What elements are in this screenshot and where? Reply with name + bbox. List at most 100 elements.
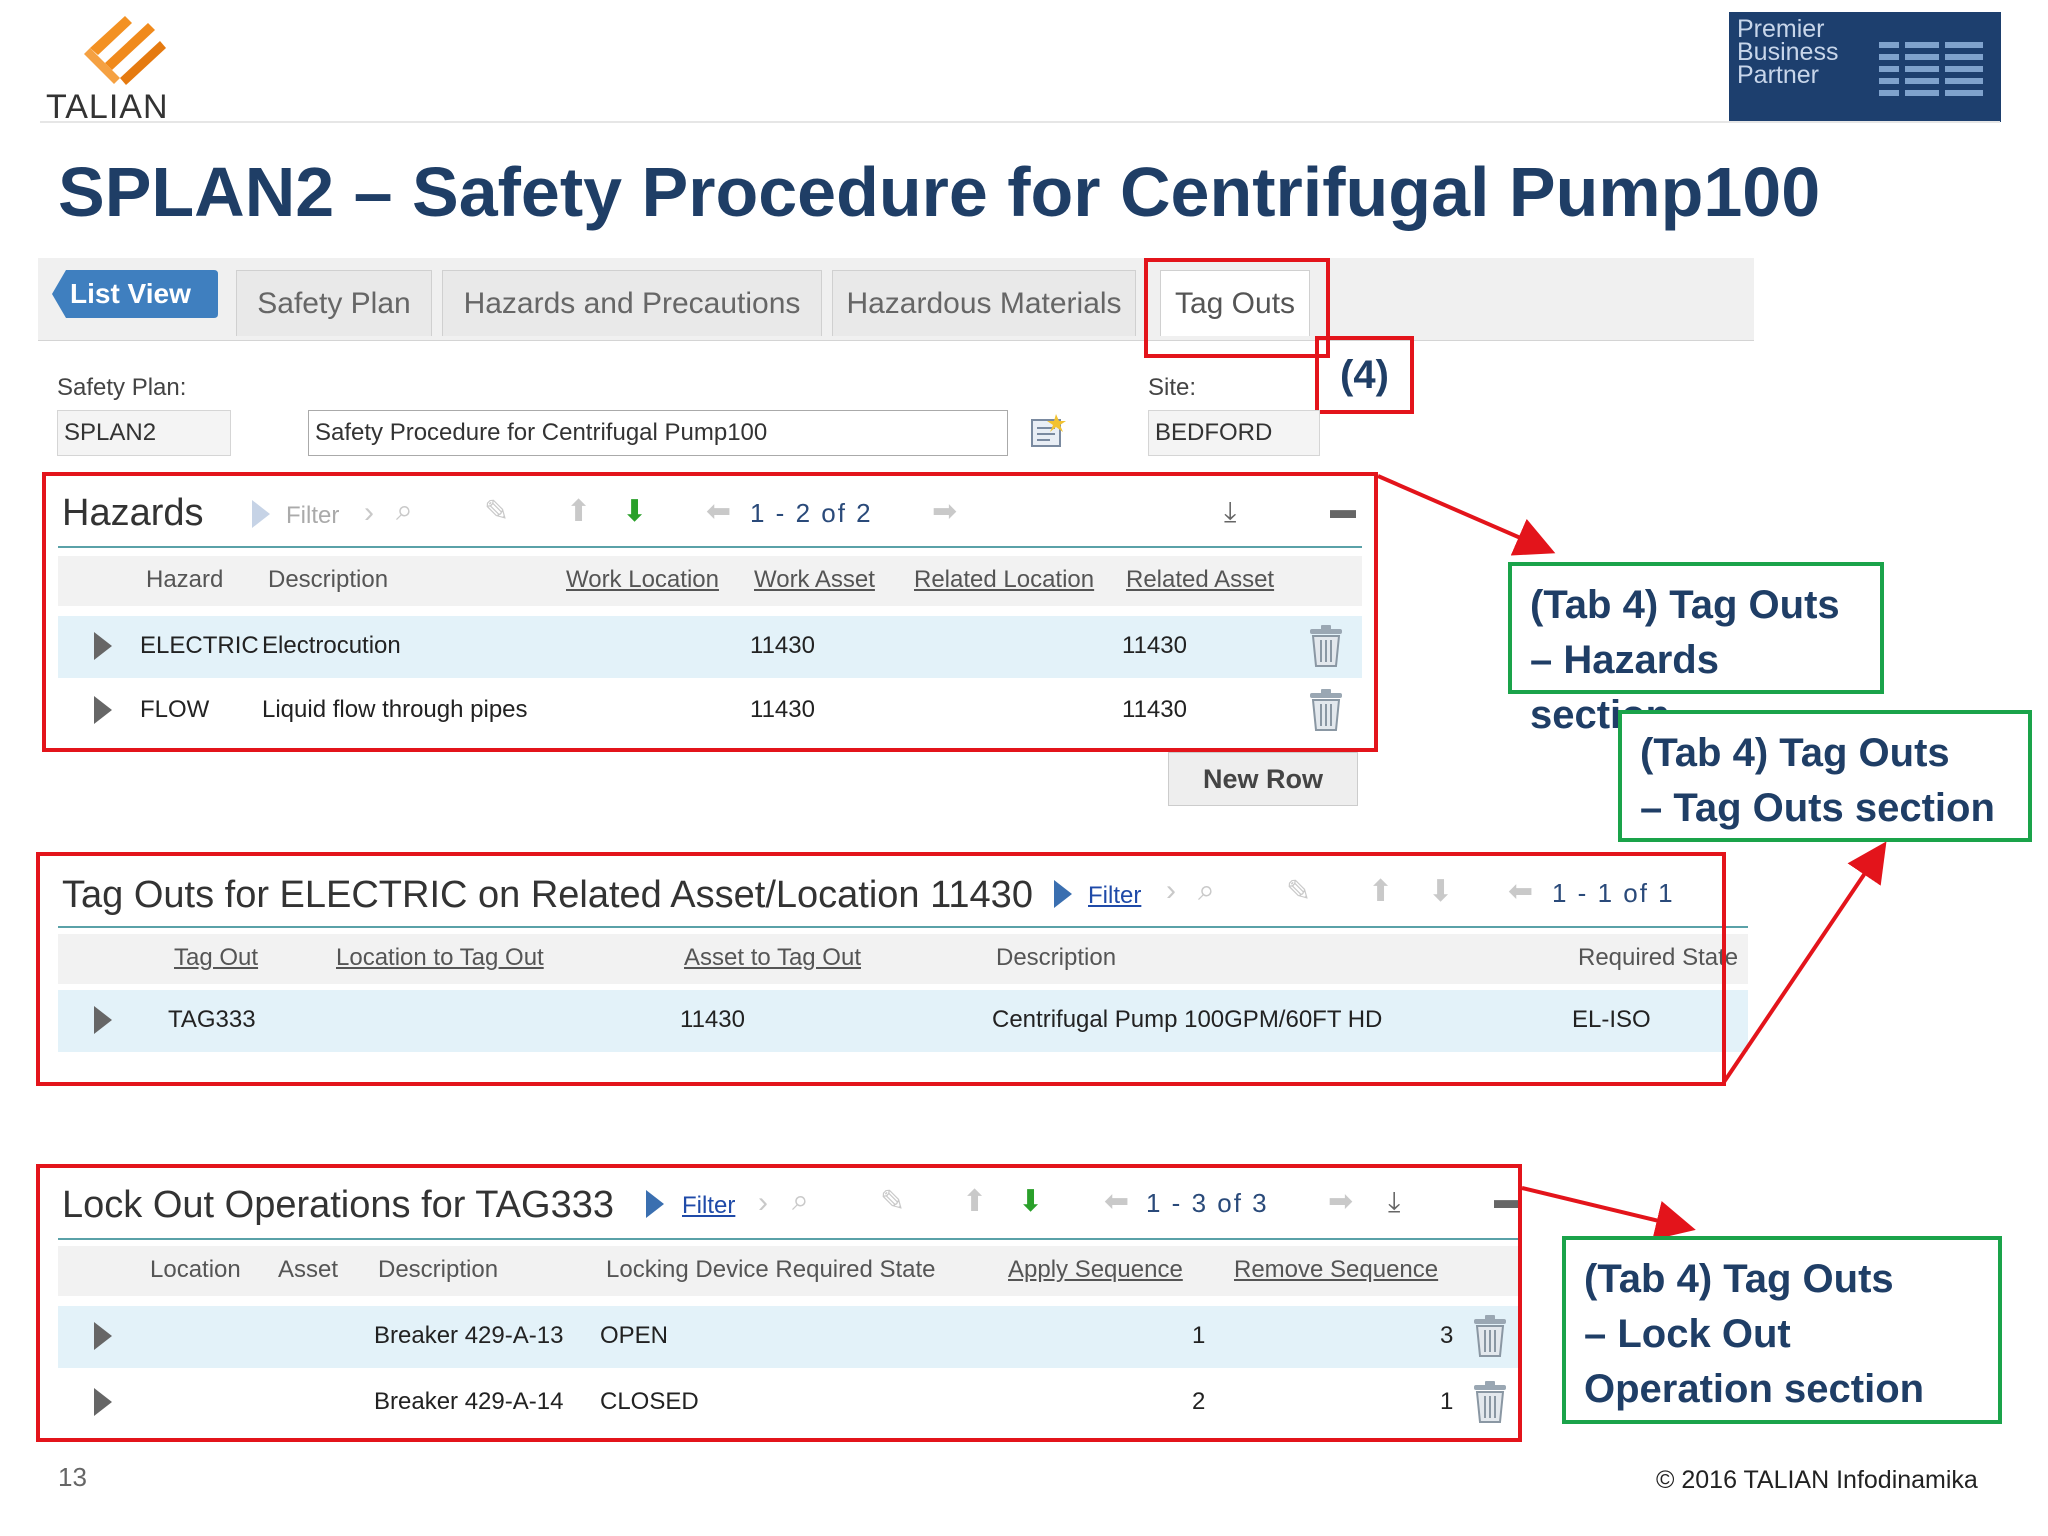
arrow-up-icon[interactable]: ⬆	[1368, 875, 1394, 908]
list-view-label: List View	[70, 278, 191, 309]
cell-description: Liquid flow through pipes	[262, 696, 528, 723]
delete-row-icon[interactable]	[1308, 624, 1344, 668]
safety-plan-description-field[interactable]: Safety Procedure for Centrifugal Pump100	[308, 410, 1008, 456]
filter-toggle-icon[interactable]	[1054, 880, 1072, 908]
hazards-header-row	[58, 556, 1362, 606]
col-location: Location	[150, 1256, 241, 1283]
tab-safety-plan[interactable]: Safety Plan	[236, 270, 432, 336]
filter-toggle-icon[interactable]	[252, 500, 270, 528]
hazards-filter[interactable]: Filter	[286, 502, 340, 529]
tab-hazards-and-precautions[interactable]: Hazards and Precautions	[442, 270, 822, 336]
clear-filter-icon[interactable]: ✎	[484, 495, 510, 528]
safety-plan-label: Safety Plan:	[57, 374, 187, 401]
arrow-up-icon[interactable]: ⬆	[566, 495, 592, 528]
cell-remove-sequence: 1	[1440, 1388, 1454, 1415]
cell-state: CLOSED	[600, 1388, 699, 1415]
cell-tag-out: TAG333	[168, 1006, 256, 1033]
list-view-button[interactable]	[52, 270, 218, 318]
site-label: Site:	[1148, 374, 1197, 401]
cell-asset: 11430	[680, 1006, 745, 1033]
long-description-icon[interactable]	[1028, 412, 1068, 452]
previous-page-icon[interactable]: ⬅	[1104, 1185, 1130, 1218]
delete-row-icon[interactable]	[1472, 1314, 1508, 1358]
col-asset-to-tag-out[interactable]: Asset to Tag Out	[684, 944, 861, 971]
chevron-right-icon[interactable]: ›	[364, 496, 374, 529]
chevron-right-icon[interactable]: ›	[758, 1186, 768, 1219]
ibm-logo-icon	[1879, 34, 1983, 108]
next-page-icon[interactable]: ➡	[932, 495, 958, 528]
col-tag-out[interactable]: Tag Out	[174, 944, 259, 971]
expand-row-icon[interactable]	[94, 632, 112, 660]
download-icon[interactable]: ⤓	[1224, 496, 1237, 527]
next-page-icon[interactable]: ➡	[1328, 1185, 1354, 1218]
tab-hazardous-materials[interactable]: Hazardous Materials	[832, 270, 1136, 336]
table-row[interactable]: Breaker 429-A-14 CLOSED 2 1	[58, 1372, 1518, 1434]
lockout-title: Lock Out Operations for TAG333	[62, 1184, 614, 1226]
arrow-up-icon[interactable]: ⬆	[962, 1185, 988, 1218]
tab-number-callout: (4)	[1315, 336, 1414, 414]
site-field[interactable]: BEDFORD	[1148, 410, 1320, 456]
table-row[interactable]: Breaker 429-A-13 OPEN 1 3	[58, 1306, 1518, 1368]
table-row[interactable]: TAG333 11430 Centrifugal Pump 100GPM/60F…	[58, 990, 1748, 1052]
previous-page-icon[interactable]: ⬅	[1508, 875, 1534, 908]
tagouts-title: Tag Outs for ELECTRIC on Related Asset/L…	[62, 874, 1033, 916]
col-description: Description	[996, 944, 1117, 971]
col-apply-sequence[interactable]: Apply Sequence	[1008, 1256, 1183, 1283]
delete-row-icon[interactable]	[1472, 1380, 1508, 1424]
col-work-location[interactable]: Work Location	[566, 566, 719, 593]
callout-lockout-section: (Tab 4) Tag Outs – Lock Out Operation se…	[1562, 1236, 2002, 1424]
hazards-divider	[58, 546, 1362, 548]
cell-hazard: ELECTRIC	[140, 632, 259, 659]
col-location-to-tag-out[interactable]: Location to Tag Out	[336, 944, 544, 971]
table-row[interactable]: ELECTRIC Electrocution 11430 11430	[58, 616, 1362, 678]
talian-logo-icon	[84, 16, 166, 85]
col-remove-sequence[interactable]: Remove Sequence	[1234, 1256, 1439, 1283]
lockout-filter[interactable]: Filter	[682, 1192, 736, 1219]
delete-row-icon[interactable]	[1308, 688, 1344, 732]
search-icon[interactable]: ⌕	[396, 494, 413, 527]
arrow-down-icon[interactable]: ⬇	[1428, 875, 1454, 908]
cell-hazard: FLOW	[140, 696, 210, 723]
col-related-asset[interactable]: Related Asset	[1126, 566, 1275, 593]
tagouts-section-highlight	[36, 852, 1726, 1086]
talian-logo: TALIAN	[40, 8, 190, 126]
clear-filter-icon[interactable]: ✎	[880, 1185, 906, 1218]
tagouts-filter[interactable]: Filter	[1088, 882, 1142, 909]
col-work-asset[interactable]: Work Asset	[754, 566, 875, 593]
expand-row-icon[interactable]	[94, 1388, 112, 1416]
arrow-down-icon[interactable]: ⬇	[622, 495, 648, 528]
filter-toggle-icon[interactable]	[646, 1190, 664, 1218]
col-description: Description	[378, 1256, 499, 1283]
table-row[interactable]: FLOW Liquid flow through pipes 11430 114…	[58, 680, 1362, 742]
header-divider	[40, 121, 2000, 123]
cell-apply-sequence: 1	[1192, 1322, 1206, 1349]
cell-state: OPEN	[600, 1322, 669, 1349]
expand-row-icon[interactable]	[94, 1006, 112, 1034]
expand-row-icon[interactable]	[94, 1322, 112, 1350]
col-related-location[interactable]: Related Location	[914, 566, 1095, 593]
chevron-right-icon[interactable]: ›	[1166, 874, 1176, 907]
collapse-icon[interactable]: ▬	[1330, 494, 1356, 524]
cell-description: Breaker 429-A-14	[374, 1388, 564, 1415]
hazards-pager: 1 - 2 of 2	[750, 498, 873, 528]
clear-filter-icon[interactable]: ✎	[1286, 875, 1312, 908]
expand-row-icon[interactable]	[94, 696, 112, 724]
new-row-button[interactable]: New Row	[1168, 752, 1358, 806]
safety-plan-field[interactable]: SPLAN2	[57, 410, 231, 456]
download-icon[interactable]: ⤓	[1388, 1186, 1401, 1217]
previous-page-icon[interactable]: ⬅	[706, 495, 732, 528]
tab-tag-outs[interactable]: Tag Outs	[1160, 270, 1310, 336]
slide-title: SPLAN2 – Safety Procedure for Centrifuga…	[58, 153, 1821, 231]
cell-description: Centrifugal Pump 100GPM/60FT HD	[992, 1006, 1383, 1033]
search-icon[interactable]: ⌕	[792, 1184, 809, 1217]
col-description: Description	[268, 566, 389, 593]
arrow-down-icon[interactable]: ⬇	[1018, 1185, 1044, 1218]
col-hazard: Hazard	[146, 566, 224, 593]
ibm-partner-badge: Premier Business Partner	[1729, 12, 2001, 122]
logo-text: TALIAN	[46, 88, 169, 126]
cell-related-asset: 11430	[1122, 632, 1187, 659]
search-icon[interactable]: ⌕	[1198, 874, 1215, 907]
collapse-icon[interactable]: ▬	[1494, 1184, 1520, 1214]
cell-work-asset: 11430	[750, 696, 815, 723]
